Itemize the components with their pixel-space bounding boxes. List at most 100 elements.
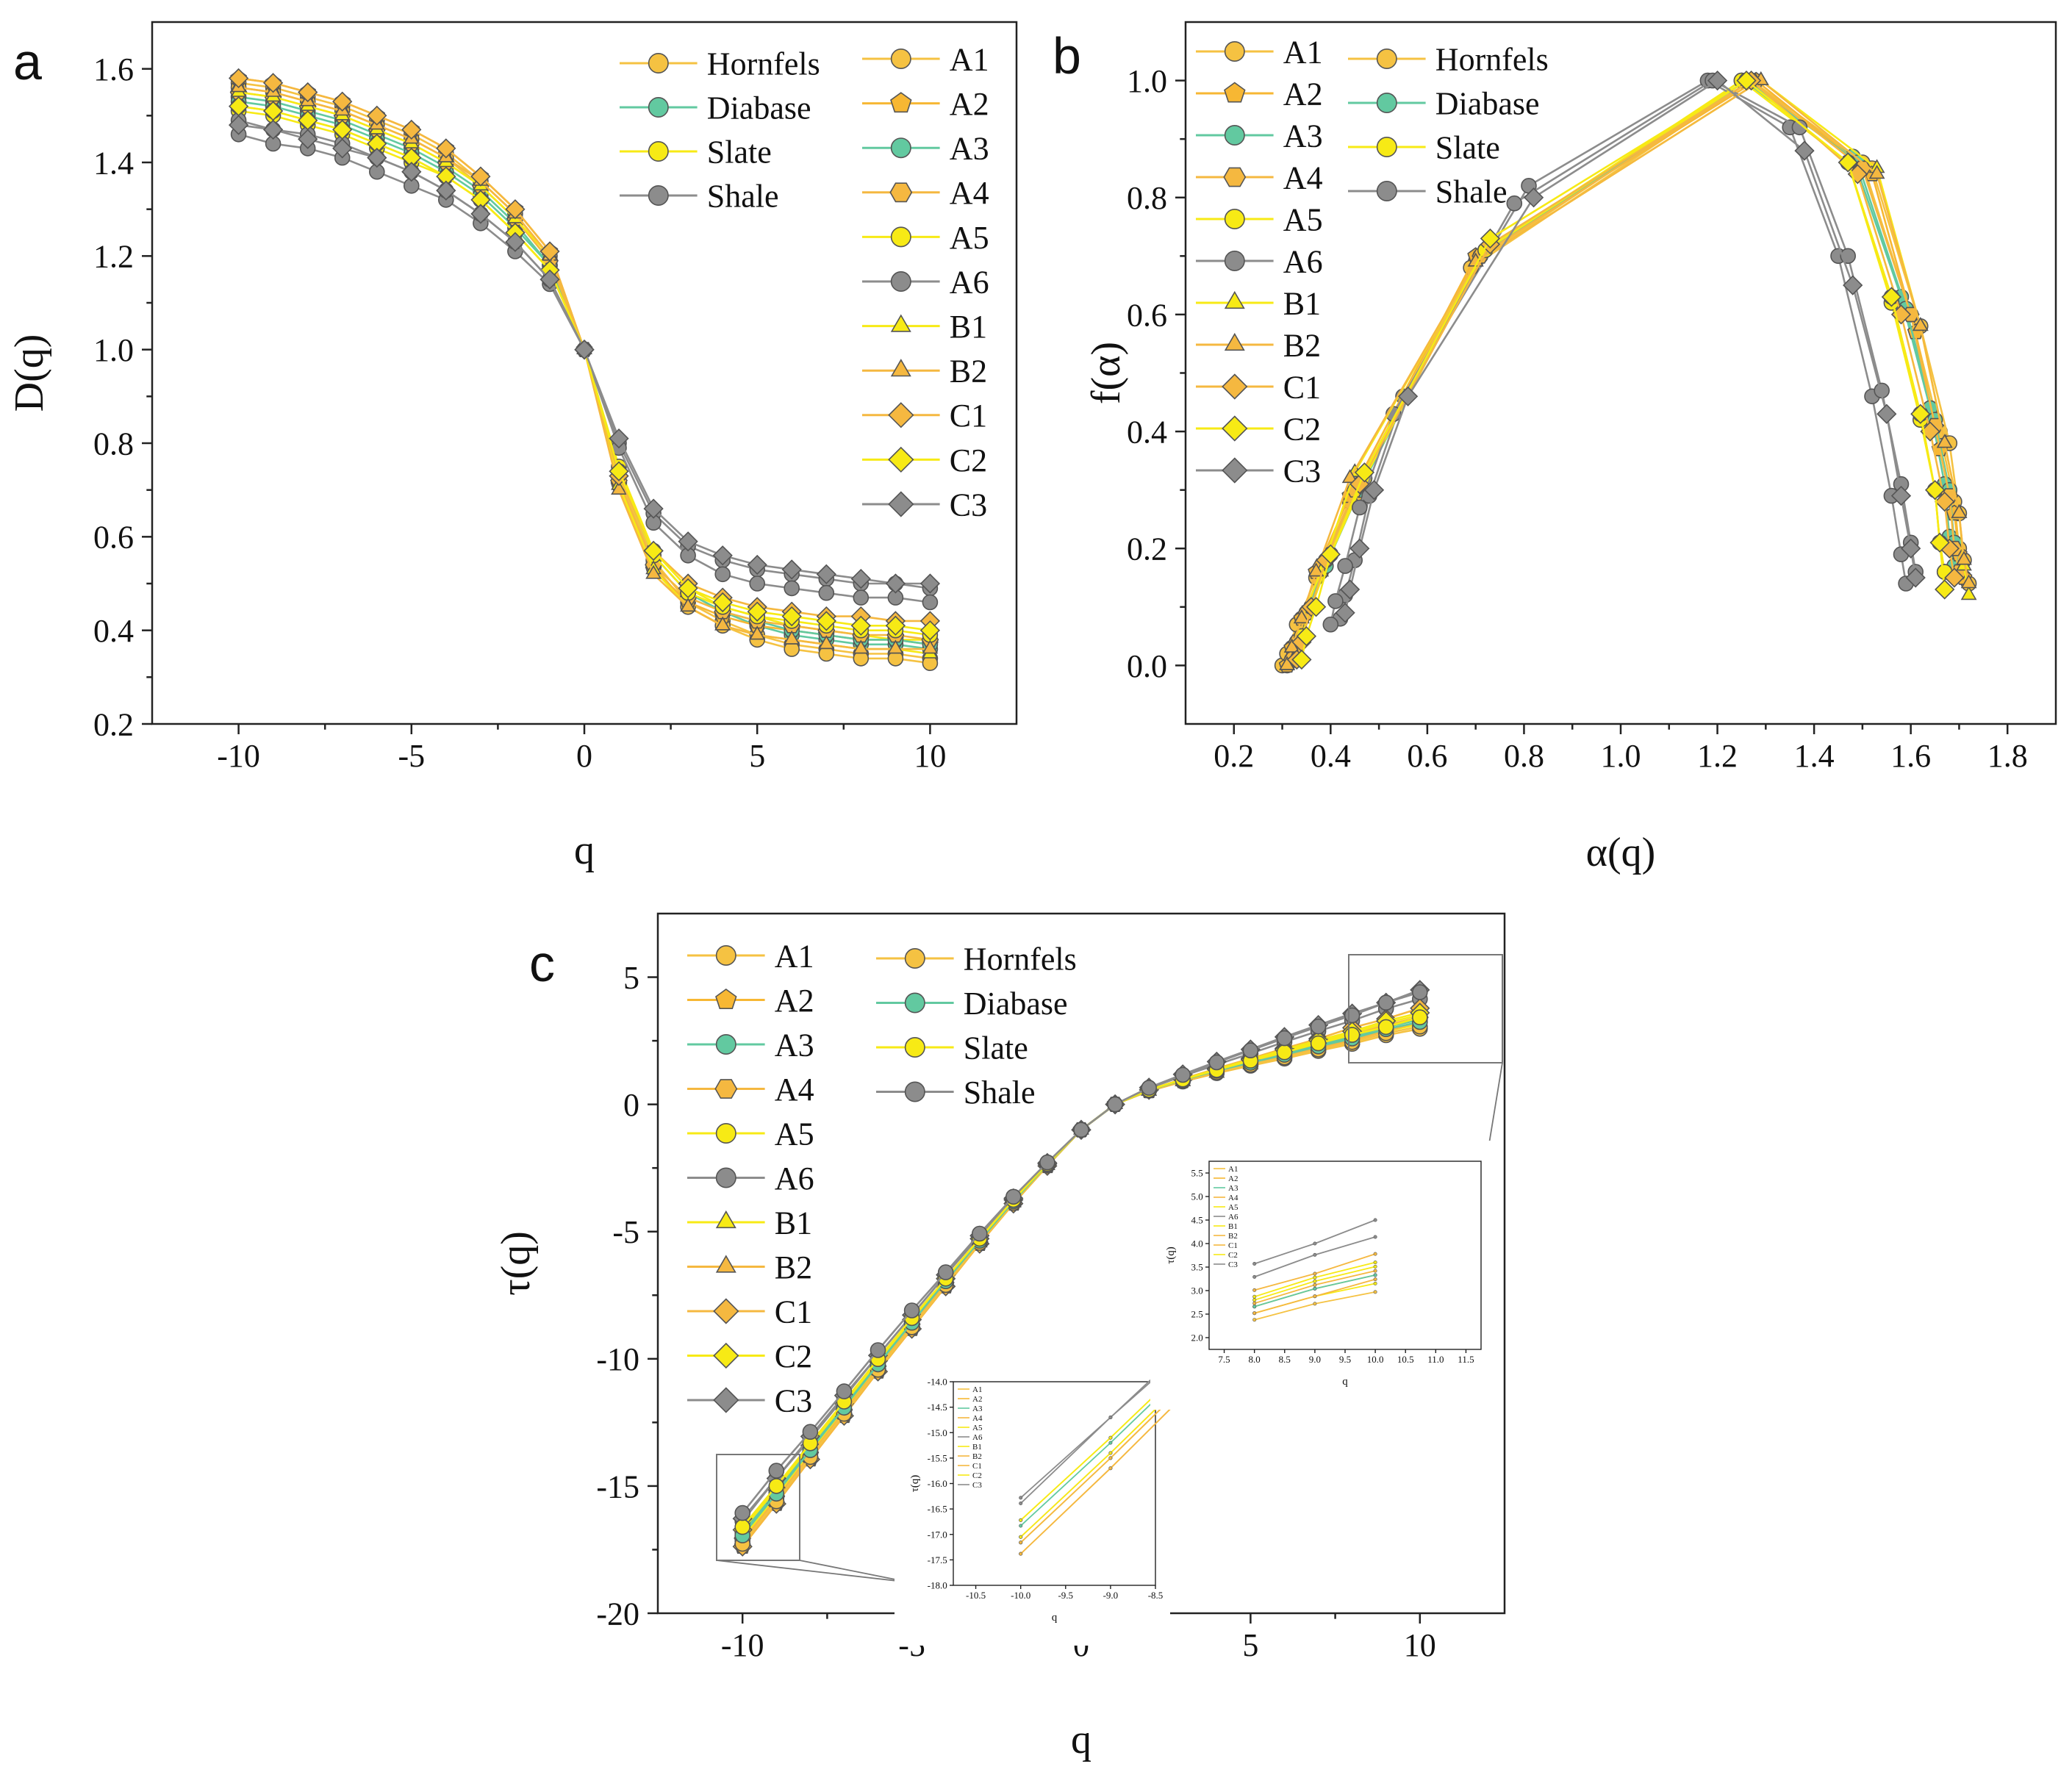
c-x-axis-title: q xyxy=(1071,1717,1091,1762)
b-series-a6-point xyxy=(1506,195,1523,212)
c-legend-label-a6: A6 xyxy=(775,1161,814,1197)
a-x-tick-label: 0 xyxy=(576,738,592,774)
b-series-c3-point xyxy=(1349,538,1370,559)
c-series-shale-point xyxy=(1344,1007,1361,1024)
c-y-tick-label: 5 xyxy=(623,960,639,996)
c-inset-left-x-tick-label: -9.0 xyxy=(1103,1590,1119,1601)
c-inset-right-y-tick-label: 5.5 xyxy=(1191,1168,1203,1179)
c-series-shale-point xyxy=(1005,1188,1022,1205)
b-x-axis-title: α(q) xyxy=(1586,830,1656,875)
a-legend-marker-slate xyxy=(648,141,669,162)
b-series-c1-point xyxy=(1944,567,1965,588)
c-inset-left-legend-label-c2: C2 xyxy=(972,1471,982,1480)
b-series-c3-point xyxy=(1876,403,1897,424)
c-inset-right-series-c2-point xyxy=(1252,1294,1257,1299)
b-series-c3-point xyxy=(1363,480,1385,501)
c-zoom-box-right xyxy=(1348,954,1503,1063)
b-series-b1-point xyxy=(1960,586,1977,600)
b-legend-label-shale: Shale xyxy=(1435,173,1508,209)
c-inset-right-series-b1-point xyxy=(1373,1281,1377,1285)
c-series-slate-point xyxy=(1276,1044,1293,1061)
a-series-c1-point xyxy=(470,166,491,187)
c-series-shale-point xyxy=(1377,994,1394,1011)
a-series-b2-point xyxy=(818,635,835,650)
c-inset-right-y-tick-label: 4.0 xyxy=(1191,1238,1203,1249)
c-inset-right-series-a4-point xyxy=(1373,1269,1377,1273)
c-series-shale-point xyxy=(1208,1054,1225,1071)
c-y-tick-label: 0 xyxy=(623,1087,639,1123)
c-legend-marker-b2 xyxy=(715,1255,736,1273)
c-legend-label-b2: B2 xyxy=(775,1249,812,1285)
c-inset-left-y-tick-label: -15.0 xyxy=(928,1427,947,1438)
b-series-a6-point xyxy=(1352,499,1368,516)
b-series-c3-point xyxy=(1901,538,1921,559)
c-inset-right-y-axis-title: τ(q) xyxy=(1165,1247,1177,1264)
c-inset-right-y-tick-label: 5.0 xyxy=(1191,1191,1203,1202)
b-series-b2-point xyxy=(1956,550,1972,565)
b-x-tick-label: 0.4 xyxy=(1311,738,1351,774)
b-series-b2-point xyxy=(1951,503,1968,518)
c-inset-left-series-b2-point xyxy=(1108,1456,1113,1460)
a-x-tick-label: 10 xyxy=(914,738,946,774)
a-series-b2-point xyxy=(714,616,731,631)
a-series-c3-point xyxy=(574,340,595,360)
b-legend-label-a5: A5 xyxy=(1283,201,1323,237)
c-series-shale-point xyxy=(768,1463,785,1479)
a-legend-label-c2: C2 xyxy=(950,442,987,478)
b-series-c3-point xyxy=(1843,275,1863,295)
c-series-shale-point xyxy=(734,1504,751,1521)
c-zoom-connector-left-1 xyxy=(716,1560,911,1583)
c-inset-right-legend-label-a5: A5 xyxy=(1228,1203,1238,1212)
c-inset-right-series-c1-point xyxy=(1252,1288,1257,1292)
c-legend-marker-a5 xyxy=(715,1123,736,1144)
b-series-c2-point xyxy=(1291,649,1312,670)
c-x-tick-label: 10 xyxy=(1404,1627,1436,1663)
a-series-c3-point xyxy=(850,568,871,589)
a-series-b2-point xyxy=(853,639,870,654)
a-legend-label-b2: B2 xyxy=(950,354,987,390)
b-legend-marker-hornfels xyxy=(1376,49,1397,70)
c-y-tick-label: -5 xyxy=(612,1214,639,1250)
c-inset-right-series-a1-point xyxy=(1313,1302,1317,1306)
c-inset-left-y-tick-label: -16.5 xyxy=(928,1504,947,1515)
c-inset-left-series-a6-point xyxy=(1019,1502,1023,1506)
b-series-c3-point xyxy=(1794,140,1815,161)
a-legend-label-shale: Shale xyxy=(707,178,779,214)
a-y-tick-label: 0.6 xyxy=(93,520,134,556)
c-inset-right-series-b2-point xyxy=(1252,1311,1257,1316)
a-legend-marker-c2 xyxy=(888,446,914,473)
c-legend-label-shale: Shale xyxy=(964,1075,1036,1111)
c-legend-marker-c3 xyxy=(713,1387,739,1413)
c-inset-right-series-c2-point xyxy=(1373,1260,1377,1265)
a-x-axis-title: q xyxy=(574,828,595,873)
a-legend-marker-hornfels xyxy=(648,53,669,74)
c-inset-right-legend-label-a4: A4 xyxy=(1228,1194,1238,1202)
c-inset-left-y-axis-title: τ(q) xyxy=(909,1475,921,1493)
a-series-a6-point xyxy=(714,566,731,583)
c-legend-marker-diabase xyxy=(904,992,925,1014)
c-inset-left-series-c1-point xyxy=(1019,1552,1023,1556)
c-inset-right-legend-label-c2: C2 xyxy=(1228,1251,1238,1260)
c-inset-left-legend-label-a4: A4 xyxy=(972,1414,983,1423)
c-inset-left-series-b1-point xyxy=(1019,1535,1023,1539)
a-series-b2-point xyxy=(784,630,800,645)
a-series-c3-point xyxy=(678,531,698,552)
a-series-c3-point xyxy=(401,162,422,182)
c-inset-left-series-b1-point xyxy=(1108,1451,1113,1455)
c-zoom-connector-left-2 xyxy=(799,1560,911,1583)
c-inset-left-legend-label-b2: B2 xyxy=(972,1452,982,1461)
c-series-shale-point xyxy=(802,1424,819,1440)
c-inset-left-legend-label-a5: A5 xyxy=(972,1424,983,1432)
b-series-b2-point xyxy=(1960,574,1977,589)
b-series-c3-point xyxy=(1905,567,1926,588)
c-inset-right-y-tick-label: 4.5 xyxy=(1191,1215,1203,1226)
c-inset-left-x-axis-title: q xyxy=(1052,1612,1058,1624)
b-series-c2-point xyxy=(1935,579,1955,600)
c-y-tick-label: -10 xyxy=(596,1341,639,1377)
c-legend-label-b1: B1 xyxy=(775,1205,812,1241)
a-y-tick-label: 0.8 xyxy=(93,426,134,462)
b-series-c2-point xyxy=(1881,287,1902,307)
c-series-shale-point xyxy=(870,1342,886,1358)
a-y-tick-label: 1.4 xyxy=(93,145,134,181)
